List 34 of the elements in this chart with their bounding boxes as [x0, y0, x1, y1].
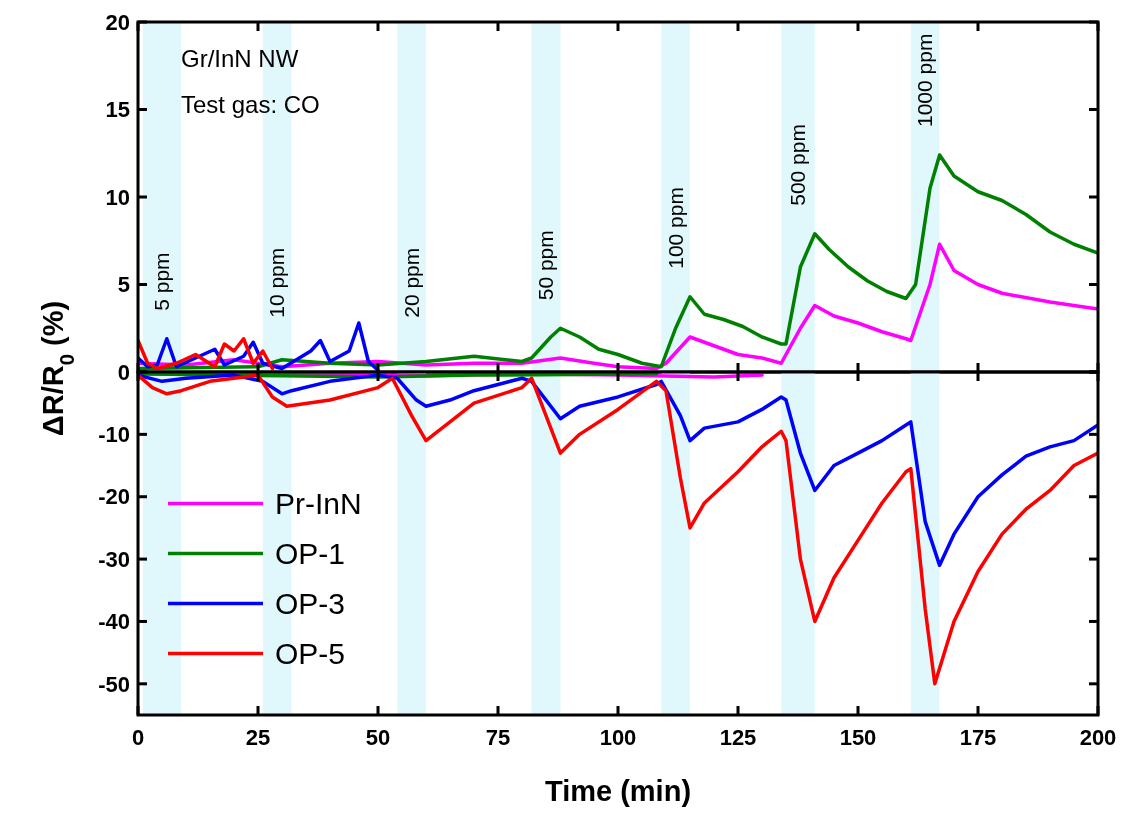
y-tick-label: -50: [98, 671, 130, 697]
x-tick-label: 50: [365, 725, 391, 750]
x-tick-label: 100: [599, 725, 637, 750]
y-tick-label: 0: [117, 359, 130, 385]
x-tick-label: 150: [839, 725, 877, 750]
band-label: 100 ppm: [663, 187, 687, 269]
legend-label: Pr-InN: [275, 487, 362, 520]
annotation: Test gas: CO: [181, 91, 320, 118]
y-tick-label: 10: [105, 184, 130, 210]
band-label: 50 ppm: [534, 230, 557, 301]
line-series: [138, 321, 380, 372]
x-axis-title: Time (min): [544, 775, 692, 807]
x-tick-label: 125: [719, 725, 757, 750]
line-series: [138, 337, 275, 371]
y-tick-label: -20: [98, 484, 130, 510]
legend-label: OP-5: [275, 637, 346, 670]
band-label: 10 ppm: [265, 247, 289, 318]
legend-label: OP-3: [275, 587, 346, 620]
x-tick-label: 200: [1079, 725, 1117, 750]
band-label: 1000 ppm: [913, 33, 937, 127]
legend-label: OP-1: [275, 537, 346, 570]
y-tick-label: 5: [117, 272, 130, 298]
y-tick-label: 15: [105, 97, 130, 123]
y-tick-label: -30: [98, 546, 130, 572]
band-label: 5 ppm: [150, 252, 173, 311]
x-tick-label: 25: [245, 725, 271, 750]
annotation: Gr/InN NW: [181, 45, 299, 72]
y-tick-label: -10: [98, 422, 130, 448]
band-label: 500 ppm: [786, 124, 809, 206]
y-tick-label: 20: [105, 9, 130, 35]
y-tick-label: -40: [98, 609, 130, 635]
x-tick-label: 175: [959, 725, 997, 750]
x-tick-label: 75: [485, 725, 511, 750]
band-label: 20 ppm: [399, 247, 423, 318]
